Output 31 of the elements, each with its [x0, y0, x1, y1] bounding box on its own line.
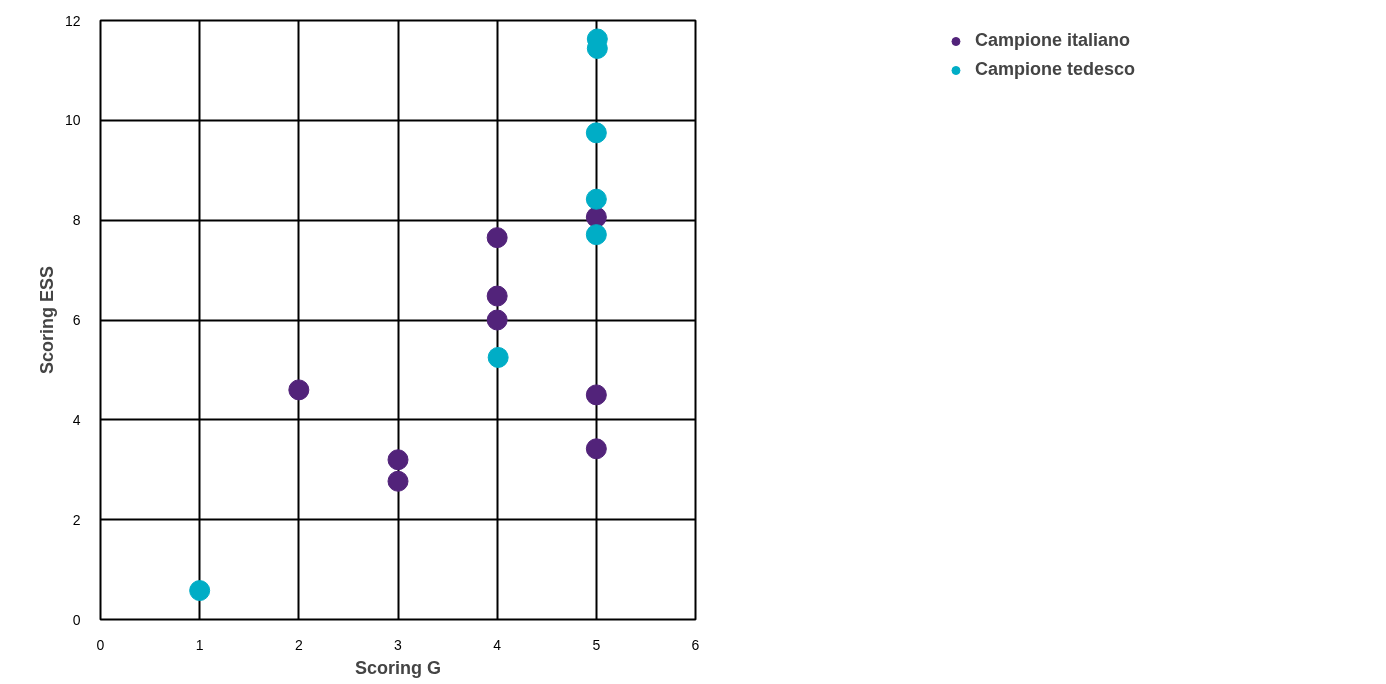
point	[387, 449, 409, 471]
legend-label: Campione italiano	[974, 30, 1131, 51]
point	[585, 384, 607, 406]
point	[487, 346, 509, 368]
point	[189, 580, 211, 602]
y-axis-title: Scoring ESS	[36, 265, 57, 375]
point	[585, 122, 607, 144]
x-tick-label: 3	[394, 636, 403, 653]
y-tick-label: 8	[72, 212, 81, 229]
x-tick-label: 4	[493, 636, 502, 653]
y-tick-label: 0	[72, 611, 81, 628]
point	[585, 188, 607, 210]
y-tick-label: 10	[64, 112, 81, 129]
x-tick-label: 2	[294, 636, 303, 653]
y-tick-label: 12	[64, 12, 81, 29]
point	[486, 309, 508, 331]
y-tick-label: 4	[72, 411, 81, 428]
point	[486, 227, 508, 249]
y-tick-label: 6	[72, 312, 81, 328]
x-tick-label: 5	[592, 636, 601, 653]
y-tick-label: 2	[72, 511, 81, 528]
point	[585, 224, 607, 246]
x-tick-label: 0	[96, 636, 105, 653]
point	[288, 379, 310, 401]
point	[486, 285, 508, 307]
point	[387, 470, 409, 492]
x-tick-label: 1	[195, 636, 204, 653]
point	[585, 438, 607, 460]
legend-label: Campione tedesco	[974, 59, 1136, 80]
x-tick-label: 6	[691, 636, 700, 653]
x-axis-title: Scoring G	[355, 657, 442, 678]
